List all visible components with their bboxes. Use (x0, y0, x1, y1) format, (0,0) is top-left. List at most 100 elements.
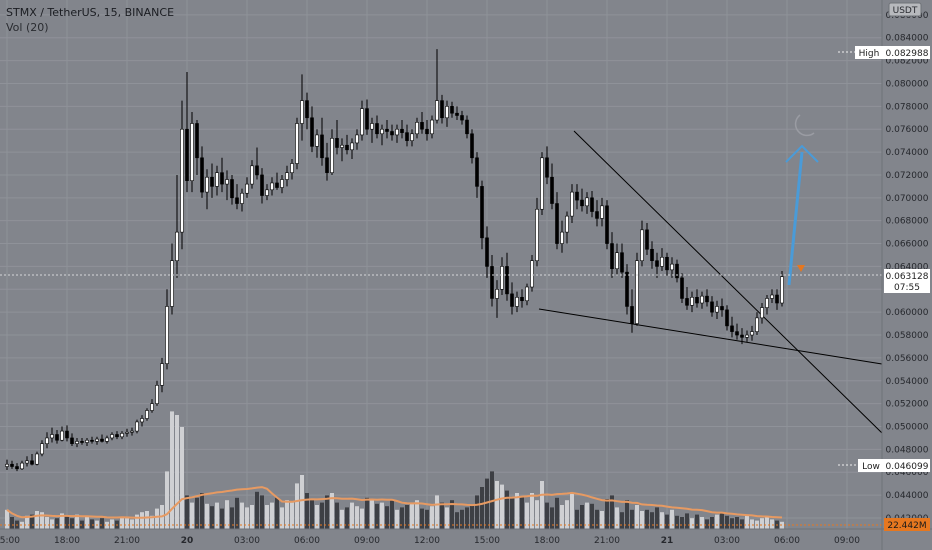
candle (275, 172, 279, 190)
candle (125, 428, 129, 437)
candle (90, 436, 94, 444)
candle-body (475, 157, 479, 187)
volume-bar (495, 481, 499, 529)
volume-bar (365, 497, 369, 529)
candle (190, 112, 194, 193)
volume-bar (610, 495, 614, 529)
currency-badge[interactable]: USDT (888, 2, 922, 17)
volume-bar (195, 497, 199, 529)
candle (270, 177, 274, 196)
candle-body (365, 108, 369, 130)
volume-bar (630, 509, 634, 529)
volume-bar (510, 497, 514, 529)
time-axis[interactable]: 15:00 18:00 21:00 20 03:00 06:00 09:00 12:00 15:… (0, 536, 860, 546)
candle-body (685, 298, 689, 306)
candle-body (330, 138, 334, 173)
volume-bar (230, 507, 234, 529)
candle-body (125, 431, 129, 434)
price-tick-label: 0.056000 (886, 354, 929, 364)
volume-bar (140, 512, 144, 529)
candle (370, 117, 374, 143)
volume-bar (170, 411, 174, 529)
volume-bar (35, 511, 39, 529)
volume-bar (395, 509, 399, 529)
candle-body (325, 157, 329, 173)
candle-body (590, 197, 594, 212)
candle (115, 431, 119, 440)
symbol-title[interactable]: STMX / TetherUS, 15, BINANCE (6, 6, 175, 19)
candle (30, 453, 34, 466)
volume-bar (320, 502, 324, 529)
candle (5, 459, 9, 470)
candle-body (335, 138, 339, 148)
candle-body (65, 430, 69, 439)
volume-bar (555, 497, 559, 529)
price-tick-label: 0.066000 (886, 240, 929, 250)
candle-body (245, 183, 249, 194)
candle-body (480, 186, 484, 239)
candle-body (780, 276, 784, 304)
legend-header[interactable]: STMX / TetherUS, 15, BINANCE Vol (20) (6, 5, 174, 35)
forecast-arrow[interactable] (785, 144, 819, 286)
price-axis[interactable]: 0.0860000.0840000.0820000.0800000.078000… (886, 11, 929, 524)
candle-body (310, 117, 314, 147)
candle (570, 184, 574, 223)
candle (410, 129, 414, 147)
candle-body (350, 142, 354, 151)
lower-trendline[interactable] (538, 308, 883, 365)
candle (655, 252, 659, 278)
time-tick-label: 20 (181, 536, 194, 546)
candle (140, 415, 144, 427)
candle-body (465, 119, 469, 135)
volume-bar (435, 495, 439, 529)
volume-bar (355, 506, 359, 529)
candle-body (340, 144, 344, 148)
volume-bar (270, 502, 274, 529)
upper-trendline[interactable] (573, 130, 883, 434)
volume-bar (535, 500, 539, 529)
volume-bar (540, 481, 544, 529)
candle (525, 283, 529, 306)
candle-body (520, 296, 524, 302)
candle (520, 289, 524, 308)
candle (530, 254, 534, 292)
bar-countdown: 07:55 (894, 283, 920, 293)
candle (205, 169, 209, 210)
candle-body (545, 157, 549, 178)
candle-body (150, 403, 154, 411)
candle-body (410, 133, 414, 141)
volume-bar (90, 519, 94, 529)
drawing-layer[interactable] (538, 130, 883, 434)
candle-body (230, 179, 234, 199)
candle (300, 74, 304, 141)
price-tick-label: 0.076000 (886, 125, 929, 135)
price-tick-label: 0.070000 (886, 194, 929, 204)
candle (400, 120, 404, 139)
candle-body (10, 463, 14, 467)
volume-bar (5, 509, 9, 529)
candle-body (395, 128, 399, 136)
volume-bar (635, 505, 639, 529)
candle (330, 129, 334, 175)
high-label: High (859, 49, 880, 59)
candle (195, 120, 199, 175)
volume-indicator-label[interactable]: Vol (20) (6, 21, 49, 34)
candle (750, 325, 754, 341)
candle (575, 184, 579, 210)
candle-body (215, 172, 219, 187)
candle-body (745, 334, 749, 338)
volume-bar (55, 518, 59, 529)
last-price-value: 0.063128 (886, 272, 929, 282)
candle (700, 291, 704, 309)
candle (220, 157, 224, 193)
candle (475, 152, 479, 198)
volume-bar (430, 506, 434, 529)
volume-bar (205, 503, 209, 529)
volume-bar (480, 487, 484, 529)
volume-bar (310, 499, 314, 529)
candle (775, 289, 779, 310)
candle-body (500, 266, 504, 290)
candle-body (400, 128, 404, 133)
